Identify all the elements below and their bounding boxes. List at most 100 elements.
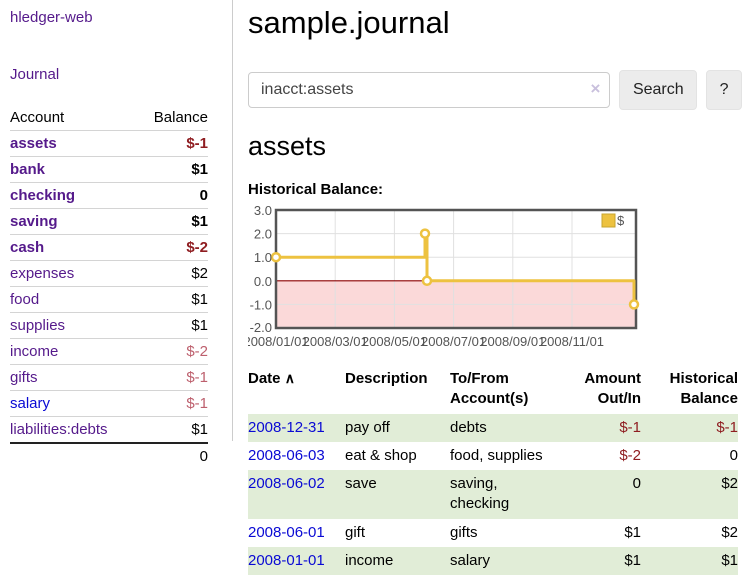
- register-row: 2008-06-02 save saving, checking 0 $2: [248, 470, 738, 519]
- svg-text:2008/01/01: 2008/01/01: [248, 334, 309, 349]
- account-balance: $-2: [186, 343, 208, 360]
- transaction-amount: $-1: [619, 418, 641, 436]
- legend-label: $: [617, 213, 625, 228]
- register-row: 2008-06-03 eat & shop food, supplies $-2…: [248, 442, 738, 470]
- account-row-food: food $1: [10, 286, 208, 313]
- svg-text:0.0: 0.0: [254, 274, 272, 289]
- svg-text:2.0: 2.0: [254, 227, 272, 242]
- sort-ascending-icon: ∧: [284, 370, 295, 386]
- account-row-liabilities-debts: liabilities:debts $1: [10, 416, 208, 444]
- chart-negative-region: [277, 280, 635, 327]
- account-link-assets[interactable]: assets: [10, 135, 57, 152]
- transaction-date-link[interactable]: 2008-06-03: [248, 446, 325, 464]
- register-header-row: Date ∧ Description To/From Account(s) Am…: [248, 366, 738, 414]
- transaction-date-link[interactable]: 2008-01-01: [248, 551, 325, 569]
- account-balance: $1: [191, 291, 208, 308]
- account-balance: $2: [191, 265, 208, 282]
- account-link-gifts[interactable]: gifts: [10, 369, 38, 386]
- svg-text:2008/07/01: 2008/07/01: [421, 334, 486, 349]
- account-row-checking: checking 0: [10, 182, 208, 209]
- transaction-balance: $-1: [716, 418, 738, 436]
- transaction-description: pay off: [345, 418, 390, 436]
- page-title: sample.journal: [248, 5, 450, 40]
- account-link-food[interactable]: food: [10, 291, 40, 308]
- svg-text:1.0: 1.0: [254, 250, 272, 265]
- account-balance: $1: [191, 317, 208, 334]
- chart-title: Historical Balance:: [248, 181, 384, 198]
- account-row-expenses: expenses $2: [10, 260, 208, 287]
- account-balance: $-1: [186, 369, 208, 386]
- header-date[interactable]: Date ∧: [248, 370, 295, 387]
- accounts-total-value: 0: [199, 448, 208, 465]
- svg-text:2008/05/01: 2008/05/01: [362, 334, 427, 349]
- account-row-gifts: gifts $-1: [10, 364, 208, 391]
- account-balance: 0: [199, 187, 208, 204]
- register-row: 2008-06-01 gift gifts $1 $2: [248, 519, 738, 547]
- account-row-assets: assets $-1: [10, 130, 208, 157]
- svg-text:-2.0: -2.0: [250, 320, 272, 335]
- transaction-accounts: saving, checking: [450, 475, 510, 513]
- svg-text:2008/09/01: 2008/09/01: [480, 334, 545, 349]
- search-button[interactable]: Search: [619, 70, 698, 110]
- main-content: sample.journal × Search ? assets Histori…: [248, 0, 742, 575]
- transaction-accounts: food, supplies: [450, 446, 543, 464]
- transaction-date-link[interactable]: 2008-06-01: [248, 523, 325, 541]
- account-balance: $1: [191, 421, 208, 438]
- header-description: Description: [345, 370, 428, 387]
- account-balance: $-2: [186, 239, 208, 256]
- account-row-saving: saving $1: [10, 208, 208, 235]
- accounts-header-account: Account: [10, 109, 65, 126]
- sidebar-item-journal[interactable]: Journal: [10, 66, 60, 83]
- transaction-date-link[interactable]: 2008-06-02: [248, 475, 325, 492]
- transaction-balance: $2: [721, 523, 738, 541]
- chart-y-axis-labels: 3.0 2.0 1.0 0.0 -1.0 -2.0: [250, 205, 272, 335]
- account-link-liabilities-debts[interactable]: liabilities:debts: [10, 421, 108, 438]
- account-link-checking[interactable]: checking: [10, 187, 76, 204]
- svg-text:-1.0: -1.0: [250, 297, 272, 312]
- accounts-total-row: 0: [10, 443, 208, 469]
- sidebar: hledger-web Journal Account Balance asse…: [0, 0, 233, 465]
- svg-text:2008/11/01: 2008/11/01: [540, 334, 604, 349]
- transaction-description: income: [345, 551, 394, 569]
- account-link-income[interactable]: income: [10, 343, 59, 360]
- transaction-accounts: salary: [450, 551, 491, 569]
- transaction-balance: $1: [721, 551, 738, 569]
- transaction-date-link[interactable]: 2008-12-31: [248, 418, 325, 436]
- brand-link[interactable]: hledger-web: [10, 9, 93, 26]
- help-button[interactable]: ?: [706, 70, 742, 110]
- register-row: 2008-12-31 pay off debts $-1 $-1: [248, 413, 738, 442]
- chart-x-axis-labels: 2008/01/01 2008/03/01 2008/05/01 2008/07…: [248, 334, 604, 349]
- transaction-amount: 0: [632, 475, 641, 492]
- account-row-cash: cash $-2: [10, 234, 208, 261]
- clear-search-icon[interactable]: ×: [590, 79, 601, 98]
- transaction-balance: $2: [721, 475, 738, 492]
- account-row-salary: salary $-1: [10, 390, 208, 417]
- accounts-table: Account Balance assets $-1 bank $1 check…: [10, 105, 208, 469]
- transaction-amount: $1: [624, 523, 641, 541]
- accounts-header-row: Account Balance: [10, 105, 208, 131]
- search-input[interactable]: [248, 72, 611, 108]
- account-row-bank: bank $1: [10, 156, 208, 183]
- svg-text:3.0: 3.0: [254, 205, 272, 218]
- account-link-expenses[interactable]: expenses: [10, 265, 75, 282]
- account-heading: assets: [248, 131, 327, 161]
- account-link-cash[interactable]: cash: [10, 239, 45, 256]
- svg-text:2008/03/01: 2008/03/01: [303, 334, 368, 349]
- header-balance: Historical Balance: [669, 370, 738, 408]
- transaction-accounts: gifts: [450, 523, 478, 541]
- transaction-description: eat & shop: [345, 446, 417, 464]
- account-link-supplies[interactable]: supplies: [10, 317, 66, 334]
- account-link-bank[interactable]: bank: [10, 161, 46, 178]
- account-row-income: income $-2: [10, 338, 208, 365]
- transaction-description: gift: [345, 523, 366, 541]
- account-link-saving[interactable]: saving: [10, 213, 58, 230]
- transaction-description: save: [345, 475, 377, 492]
- account-link-salary[interactable]: salary: [10, 395, 51, 412]
- chart-border: [274, 208, 638, 330]
- legend-swatch-icon: [601, 213, 616, 228]
- account-balance: $-1: [186, 135, 208, 152]
- accounts-header-balance: Balance: [153, 109, 208, 126]
- account-balance: $1: [191, 161, 208, 178]
- account-balance: $-1: [186, 395, 208, 412]
- header-amount: Amount Out/In: [584, 370, 641, 408]
